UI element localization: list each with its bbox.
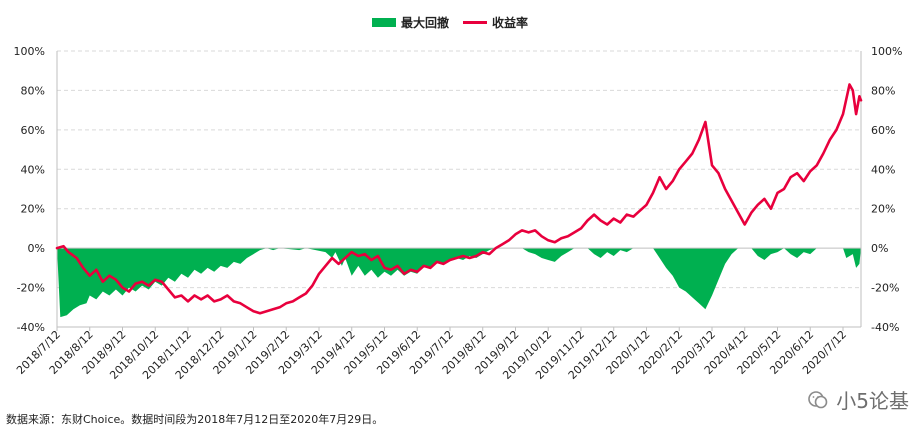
- x-axis-ticks: 2018/7/122018/8/122018/9/122018/10/12201…: [14, 327, 849, 382]
- drawdown-area-layer: [57, 248, 861, 318]
- legend-drawdown-label: 最大回撤: [401, 16, 450, 30]
- y-tick-label-left: 80%: [21, 84, 45, 97]
- y-tick-label-right: 100%: [871, 45, 902, 58]
- drawdown-swatch: [372, 18, 396, 27]
- y-tick-label-right: 60%: [871, 124, 895, 137]
- y-tick-label-right: 80%: [871, 84, 895, 97]
- return-swatch: [463, 21, 488, 24]
- gridlines: [57, 50, 861, 289]
- y-tick-label-left: 60%: [21, 124, 45, 137]
- y-tick-label-left: 20%: [21, 203, 45, 216]
- return-line: [55, 83, 863, 315]
- y-tick-label-left: -20%: [17, 282, 45, 295]
- y-tick-label-right: -20%: [871, 282, 899, 295]
- legend-return-label: 收益率: [492, 16, 529, 30]
- drawdown-area: [57, 248, 861, 318]
- watermark: 小5论基: [806, 385, 909, 414]
- wechat-icon: [808, 390, 828, 408]
- legend: 最大回撤 收益率: [372, 14, 528, 31]
- y-tick-label-right: 0%: [871, 242, 888, 255]
- axes: [56, 51, 862, 328]
- y-tick-label-right: 40%: [871, 163, 895, 176]
- y-tick-label-left: 0%: [28, 242, 45, 255]
- return-line-layer: [55, 83, 863, 315]
- y-tick-label-right: 20%: [871, 203, 895, 216]
- legend-item-return[interactable]: 收益率: [463, 14, 528, 31]
- y-axis-left-ticks: 100% 80% 60% 40% 20% 0% -20% -40%: [14, 45, 45, 334]
- y-tick-label-right: -40%: [871, 321, 899, 334]
- legend-item-drawdown[interactable]: 最大回撤: [372, 14, 449, 31]
- y-tick-label-left: -40%: [17, 321, 45, 334]
- source-note: 数据来源：东财Choice。数据时间段为2018年7月12日至2020年7月29…: [6, 413, 384, 426]
- y-tick-label-left: 40%: [21, 163, 45, 176]
- y-axis-right-ticks: 100% 80% 60% 40% 20% 0% -20% -40%: [871, 45, 902, 334]
- watermark-text: 小5论基: [836, 389, 909, 413]
- y-tick-label-left: 100%: [14, 45, 45, 58]
